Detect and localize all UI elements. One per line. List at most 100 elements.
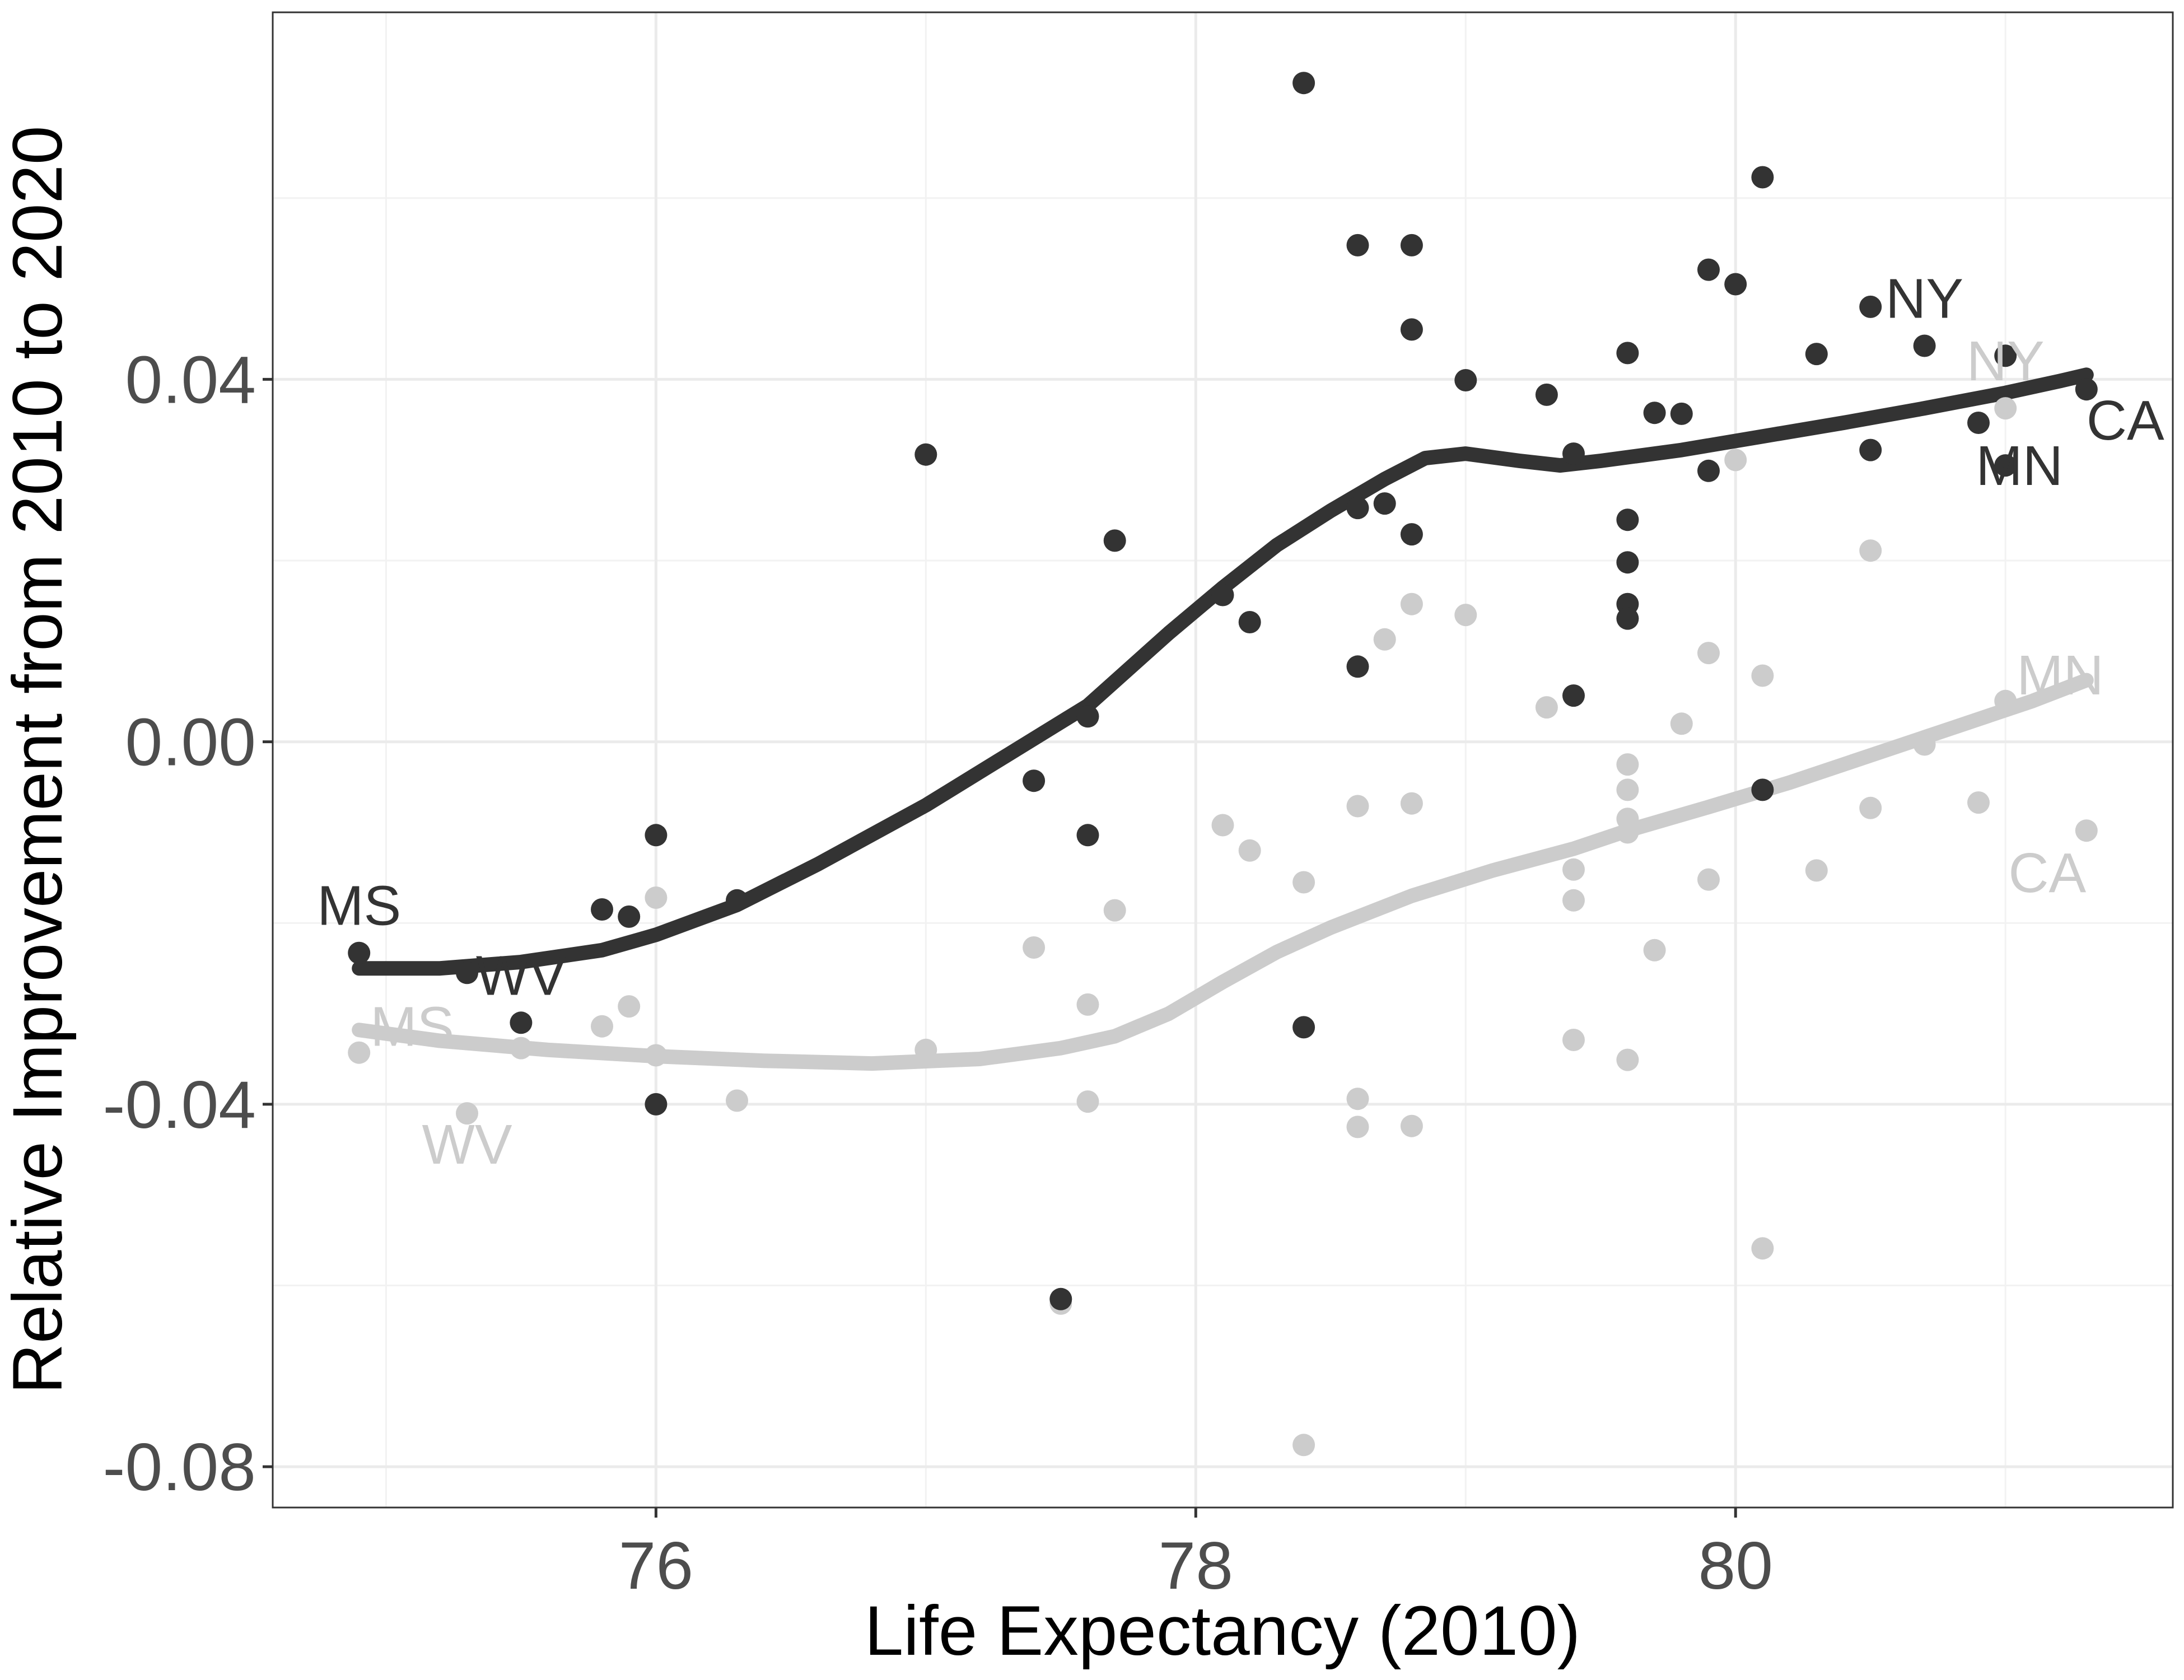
light-point [1292,871,1315,894]
light-point [1994,689,2017,712]
dark-point [618,905,641,928]
dark-point [1562,442,1585,465]
dark-point [1913,334,1936,357]
dark-point [726,889,748,912]
light-state-label: CA [2008,842,2086,904]
dark-point [1643,402,1666,424]
y-axis-title: Relative Improvement from 2010 to 2020 [0,125,77,1394]
dark-point [1211,584,1234,606]
dark-point [1805,343,1828,366]
light-point [456,1102,478,1125]
light-point [1562,858,1585,881]
dark-point [1023,769,1046,792]
dark-point [1535,383,1558,406]
light-point [1346,795,1369,818]
axes: 76 78 80 -0.08 -0.04 0.00 0.04 [102,342,1772,1603]
light-point [1643,939,1666,962]
dark-point [1859,295,1882,318]
dark-point [1616,607,1639,630]
dark-point [1697,459,1720,482]
light-point [1373,628,1396,651]
smooth-lines [352,367,2094,1071]
dark-point [591,898,613,921]
light-point [1292,1434,1315,1457]
light-point [1967,791,1990,814]
light-point [1238,839,1261,862]
light-point [1859,539,1882,562]
grid [273,12,2173,1508]
light-point [1346,1088,1369,1110]
light-point [1805,859,1828,882]
dark-point [1238,611,1261,633]
dark-state-label: WV [476,944,566,1007]
dark-point [1697,258,1720,281]
light-point [1400,1114,1423,1137]
plot-border [272,11,2174,1509]
x-axis-title: Life Expectancy (2010) [865,1592,1581,1670]
dark-point [348,941,371,964]
dark-point [1616,342,1639,365]
dark-point [1400,234,1423,256]
state-labels: MS WV NY MN CA MS WV NY CA MN [317,268,2164,1177]
y-tick-label: -0.08 [102,1430,256,1505]
light-point [1994,397,2017,420]
light-point [1670,712,1693,735]
light-state-label: MN [2017,644,2104,707]
light-point [1346,1116,1369,1138]
light-point [1076,1090,1099,1113]
dark-point [1454,369,1477,391]
light-point [591,1015,613,1038]
light-point [914,1038,937,1061]
dark-state-label: CA [2087,389,2164,452]
light-point [1751,664,1774,687]
dark-point [1292,72,1315,95]
light-point [618,995,641,1018]
dark-point [645,824,668,847]
dark-point [1400,523,1423,546]
plot-panel [273,12,2173,1508]
dark-point [1076,705,1099,728]
dark-point [1967,412,1990,434]
dark-point [1859,438,1882,461]
light-point [1400,592,1423,615]
dark-smooth-line [352,367,2094,976]
dark-point [1994,454,2017,477]
light-point [1023,936,1046,959]
light-state-label: WV [422,1113,512,1176]
light-point [2075,819,2098,842]
dark-point [456,962,478,984]
light-point [1697,868,1720,891]
x-tick-label: 78 [1159,1528,1233,1603]
light-point [1535,696,1558,719]
light-point [1616,821,1639,844]
light-point [1076,993,1099,1016]
dark-point [914,443,937,466]
dark-point [1751,166,1774,189]
light-point [726,1089,748,1112]
y-tick-label: 0.04 [125,342,256,417]
dark-point [1346,655,1369,678]
dark-point [1994,344,2017,367]
dark-point [1724,273,1747,296]
dark-point [510,1011,533,1034]
light-point [1859,796,1882,819]
light-point [1400,792,1423,815]
x-tick-label: 76 [619,1528,693,1603]
data-points [348,72,2098,1457]
dark-point [1616,508,1639,531]
light-point [1454,604,1477,627]
dark-state-label: MN [1976,435,2063,497]
x-tick-label: 80 [1698,1528,1772,1603]
light-point [1616,1048,1639,1071]
light-point [1562,1029,1585,1051]
light-state-label: MS [370,996,454,1058]
light-point [1211,814,1234,837]
dark-point [1616,551,1639,574]
light-point [1913,733,1936,756]
light-point [1697,642,1720,665]
light-point [1562,889,1585,912]
dark-point [645,1093,668,1116]
light-point [1103,899,1126,922]
dark-point [1292,1016,1315,1039]
